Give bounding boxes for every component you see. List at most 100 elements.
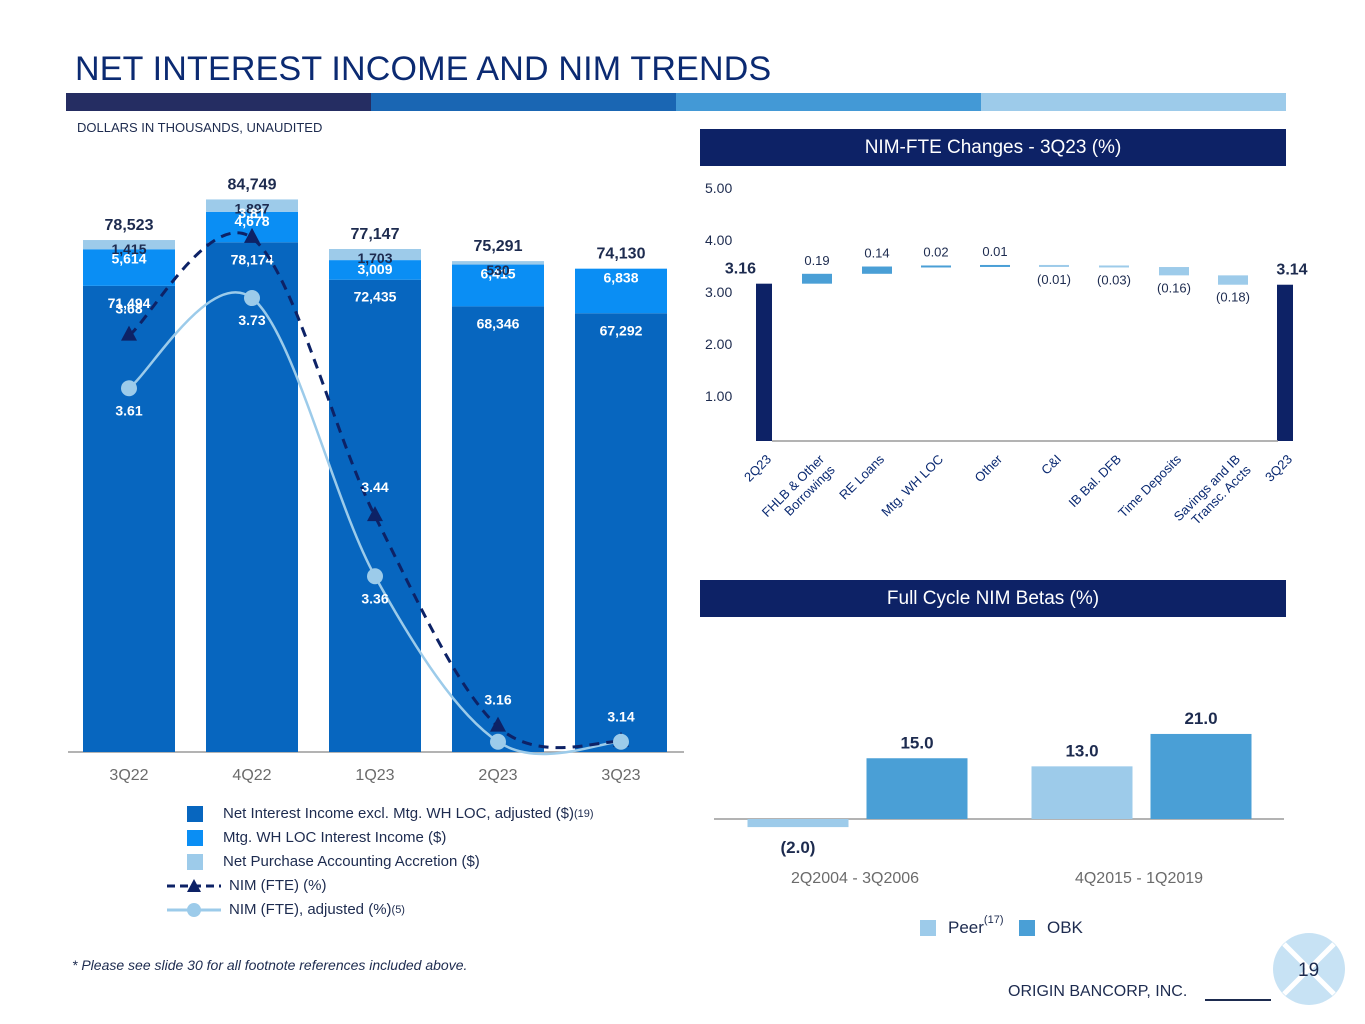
bar-segment — [329, 249, 421, 261]
betas-bar-label: 13.0 — [1065, 741, 1098, 760]
waterfall-label: (0.01) — [1037, 272, 1071, 287]
footnote: * Please see slide 30 for all footnote r… — [72, 957, 468, 973]
bar-segment-label: 78,174 — [231, 251, 274, 267]
waterfall-y-tick: 2.00 — [705, 336, 732, 352]
bar-segment — [452, 306, 544, 752]
nim-adj-label: 3.73 — [238, 312, 265, 328]
waterfall-label: (0.16) — [1157, 280, 1191, 295]
waterfall-label: (0.18) — [1216, 290, 1250, 305]
legend-swatch-nii — [187, 805, 203, 822]
legend-item-nii: Net Interest Income excl. Mtg. WH LOC, a… — [165, 805, 594, 822]
legend-footnote-peer: (17) — [983, 914, 1004, 926]
betas-bar — [1031, 766, 1133, 819]
legend-swatch-wh — [187, 829, 203, 846]
waterfall-label: 3.14 — [1276, 262, 1307, 279]
title-stripe-2 — [371, 93, 676, 111]
nim-adj-point — [244, 290, 260, 307]
waterfall-bar — [1218, 275, 1248, 285]
title-stripe-1 — [66, 93, 371, 111]
waterfall-label: 0.02 — [923, 244, 948, 259]
legend-label-nim: NIM (FTE) (%) — [229, 877, 327, 894]
betas-bar — [866, 758, 968, 819]
nim-adj-label: 3.61 — [115, 402, 142, 418]
legend-label-pa: Net Purchase Accounting Accretion ($) — [223, 853, 480, 870]
bar-segment-label: 6,838 — [603, 270, 638, 286]
legend-footnote-nii: (19) — [573, 807, 594, 820]
bar-total-label: 77,147 — [351, 226, 400, 243]
bar-segment — [452, 264, 544, 307]
legend-swatch-obk — [1019, 920, 1035, 936]
nim-adj-label: 3.14 — [484, 756, 511, 772]
legend-footnote-nim-adj: (5) — [391, 903, 405, 916]
waterfall-bar — [1159, 267, 1189, 276]
bar-total-label: 84,749 — [228, 176, 277, 193]
nim-betas-header: Full Cycle NIM Betas (%) — [700, 580, 1286, 617]
bar-segment — [206, 242, 298, 752]
x-tick-label: 1Q23 — [355, 767, 394, 784]
waterfall-bar — [802, 273, 832, 284]
nim-adj-label: 3.36 — [361, 590, 388, 606]
waterfall-bar — [1039, 264, 1069, 267]
nim-fte-point — [367, 506, 383, 522]
bar-segment-label: 4,678 — [234, 213, 269, 229]
waterfall-bar — [1277, 284, 1293, 441]
bar-total-label: 74,130 — [597, 246, 646, 263]
betas-bar — [747, 819, 849, 828]
nim-fte-label: 3.81 — [238, 205, 265, 221]
nim-fte-label: 3.16 — [484, 692, 511, 708]
bar-segment-label: 72,435 — [354, 289, 397, 305]
bar-segment-label: 71,494 — [108, 295, 151, 311]
betas-bar-label: 21.0 — [1184, 709, 1217, 728]
bar-segment — [575, 313, 667, 752]
bar-segment-label: 5,614 — [111, 250, 146, 266]
nim-adj-point — [367, 568, 383, 585]
bar-segment — [575, 268, 667, 314]
bar-total-label: 75,291 — [474, 238, 523, 255]
betas-bar-label: 15.0 — [900, 733, 933, 752]
bar-segment-label: 1,415 — [111, 241, 146, 257]
bar-segment — [206, 199, 298, 212]
legend-item-peer: Peer (17) — [920, 914, 1003, 938]
legend-label-nim-adj: NIM (FTE), adjusted (%) — [229, 901, 392, 918]
legend-item-wh: Mtg. WH LOC Interest Income ($) — [165, 829, 446, 846]
waterfall-label: 3.16 — [725, 261, 756, 278]
waterfall-bar — [1099, 265, 1129, 268]
x-tick-label: 2Q23 — [478, 767, 517, 784]
waterfall-label: 0.19 — [804, 253, 829, 268]
nim-adj-point — [490, 733, 506, 750]
legend-label-peer: Peer — [948, 918, 984, 937]
legend-label-obk: OBK — [1047, 918, 1083, 937]
bar-total-label: 78,523 — [105, 217, 154, 234]
page-number: 19 — [1298, 960, 1320, 981]
nim-fte-line — [128, 231, 622, 750]
waterfall-bar — [921, 265, 951, 268]
legend-label-wh: Mtg. WH LOC Interest Income ($) — [223, 829, 447, 846]
waterfall-y-tick: 5.00 — [705, 180, 732, 196]
nim-changes-header: NIM-FTE Changes - 3Q23 (%) — [700, 129, 1286, 166]
company-name: ORIGIN BANCORP, INC. — [1008, 983, 1188, 1000]
bar-segment-label: 1,897 — [234, 200, 269, 216]
bar-segment — [83, 249, 175, 286]
waterfall-y-tick: 3.00 — [705, 284, 732, 300]
legend-item-nim-adj: NIM (FTE), adjusted (%) (5) — [165, 901, 405, 918]
nim-fte-label: 3.44 — [361, 479, 388, 495]
legend-label-nii: Net Interest Income excl. Mtg. WH LOC, a… — [223, 805, 574, 822]
legend-marker-nim — [167, 878, 221, 892]
page-title: NET INTEREST INCOME AND NIM TRENDS — [75, 50, 772, 88]
betas-x-tick: 2Q2004 - 3Q2006 — [791, 870, 919, 887]
nim-fte-label: 3.68 — [115, 301, 142, 317]
waterfall-label: 0.01 — [982, 244, 1007, 259]
legend-item-obk: OBK — [1019, 918, 1083, 938]
nim-betas-chart: (2.0) 15.0 2Q2004 - 3Q2006 13.0 21.0 4Q2015 -… — [714, 709, 1284, 887]
bar-segment-label: 530 — [486, 262, 510, 278]
waterfall-bar — [756, 283, 772, 441]
nim-fte-label: 3.14 — [607, 709, 634, 725]
nim-adj-label: 3.14 — [607, 756, 634, 772]
units-subtitle: DOLLARS IN THOUSANDS, UNAUDITED — [77, 120, 323, 135]
legend-item-nim: NIM (FTE) (%) — [165, 877, 326, 894]
title-stripe-3 — [676, 93, 981, 111]
x-tick-label: 3Q23 — [601, 767, 640, 784]
betas-bar — [1150, 733, 1252, 819]
legend-item-pa: Net Purchase Accounting Accretion ($) — [165, 853, 480, 870]
